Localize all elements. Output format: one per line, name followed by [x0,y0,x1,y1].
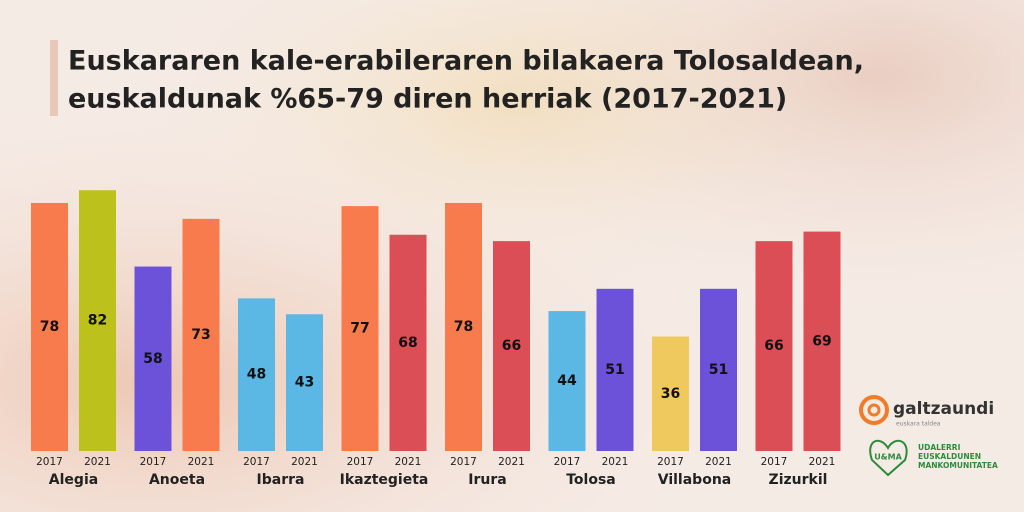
value-label: 43 [295,375,314,391]
logo-text: galtzaundi [893,399,994,419]
year-label: 2017 [243,456,270,468]
value-label: 66 [764,338,783,354]
category-label: Tolosa [566,472,616,488]
bar [596,288,634,451]
year-label: 2021 [705,456,732,468]
year-label: 2017 [36,456,63,468]
value-label: 68 [398,335,417,351]
year-label: 2017 [140,456,167,468]
value-label: 58 [143,351,162,367]
category-label: Alegia [49,472,98,488]
year-label: 2021 [602,456,629,468]
logo-subtext: euskara taldea [896,421,941,428]
bar [286,314,323,451]
chart-title: euskaldunak %65-79 diren herriak (2017-2… [68,84,787,115]
bar [238,298,275,451]
value-label: 51 [709,362,728,378]
bar [755,241,793,451]
value-label: 51 [605,362,624,378]
value-label: 82 [88,313,107,329]
year-label: 2017 [450,456,477,468]
category-label: Villabona [658,472,732,488]
bar [700,288,737,451]
year-label: 2021 [291,456,318,468]
logo-icon [867,403,881,417]
category-label: Anoeta [149,472,205,488]
year-label: 2021 [188,456,215,468]
value-label: 36 [661,386,680,402]
year-label: 2021 [809,456,836,468]
bar [389,234,427,451]
logo-mark: U&MA [874,453,902,462]
logo-icon [859,395,889,425]
bar [341,206,379,451]
value-label: 73 [191,327,210,343]
value-label: 69 [812,333,831,349]
bar [652,336,689,451]
category-label: Ibarra [257,472,305,488]
uema-logo: U&MA UDALERRI EUSKALDUNEN MANKOMUNITATEA [869,439,998,477]
year-label: 2021 [84,456,111,468]
category-label: Ikaztegieta [340,472,429,488]
category-label: Zizurkil [769,472,828,488]
year-label: 2017 [347,456,374,468]
bar [493,241,530,451]
year-label: 2017 [554,456,581,468]
title-accent [50,40,58,116]
value-label: 66 [502,338,521,354]
bar [79,190,116,452]
bar [31,202,68,451]
bar [182,218,220,451]
logo-text: UDALERRI [918,443,961,452]
chart-title: Euskararen kale-erabileraren bilakaera T… [68,46,864,77]
bar [134,266,172,451]
galtzaundi-logo: galtzaundi euskara taldea [859,395,994,428]
value-label: 48 [247,367,266,383]
year-label: 2017 [657,456,684,468]
logo-icon [869,439,908,477]
bar [548,311,586,451]
value-label: 44 [557,373,577,389]
value-label: 78 [454,319,473,335]
bar [445,202,482,451]
value-label: 77 [350,321,369,337]
logo-text: MANKOMUNITATEA [918,461,998,470]
year-label: 2017 [761,456,788,468]
logo-text: EUSKALDUNEN [918,452,981,461]
bar [803,231,841,451]
year-label: 2021 [395,456,422,468]
year-label: 2021 [498,456,525,468]
value-label: 78 [40,319,59,335]
category-label: Irura [468,472,506,488]
